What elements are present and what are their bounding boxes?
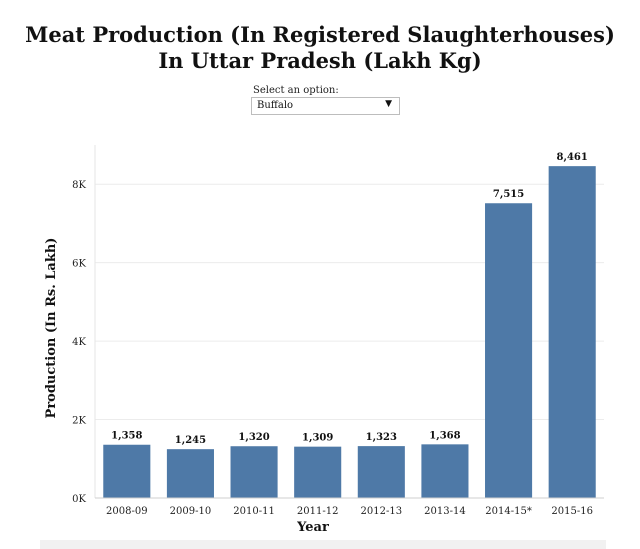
x-tick-label: 2010-11	[233, 506, 275, 517]
bars	[103, 166, 596, 498]
bar[interactable]	[548, 166, 596, 498]
bar[interactable]	[166, 449, 214, 498]
bar-value-label: 1,358	[111, 431, 142, 442]
bar-value-label: 1,368	[429, 430, 460, 441]
x-tick-label: 2015-16	[551, 506, 593, 517]
x-tick-label: 2012-13	[361, 506, 403, 517]
axes: 0K 2K 4K 6K 8K 2008-09 2009-10 2010-11 2011-12 20…	[72, 145, 604, 517]
y-tick-label: 6K	[72, 259, 86, 270]
bar-value-label: 8,461	[557, 152, 588, 163]
x-tick-label: 2011-12	[297, 506, 339, 517]
bar[interactable]	[294, 446, 342, 498]
chart-title-line1: Meat Production (In Registered Slaughter…	[25, 22, 615, 47]
chart-title-line2: In Uttar Pradesh (Lakh Kg)	[158, 48, 482, 73]
bar[interactable]	[103, 444, 151, 498]
y-tick-label: 4K	[72, 337, 86, 348]
bar[interactable]	[421, 444, 469, 498]
chevron-down-icon[interactable]: ▼	[385, 99, 392, 109]
bar[interactable]	[230, 446, 278, 498]
animal-select-dropdown[interactable]: Buffalo ▼	[251, 97, 400, 115]
y-tick-label: 8K	[72, 180, 86, 191]
bar[interactable]	[485, 203, 533, 498]
bar-value-label: 1,323	[366, 432, 397, 443]
bar[interactable]	[357, 446, 405, 498]
x-tick-label: 2013-14	[424, 506, 466, 517]
y-tick-label: 0K	[72, 494, 86, 505]
value-labels: 1,358 1,245 1,320 1,309 1,323 1,368 7,515 8,461	[111, 152, 588, 446]
filter-selected-value: Buffalo	[257, 100, 294, 111]
y-axis-title: Production (In Rs. Lakh)	[44, 238, 59, 419]
bar-value-label: 7,515	[493, 189, 524, 200]
bar-value-label: 1,245	[175, 435, 206, 446]
filter-label: Select an option:	[253, 85, 339, 96]
x-tick-label: 2009-10	[170, 506, 212, 517]
bar-value-label: 1,309	[302, 433, 333, 444]
x-axis-title: Year	[296, 520, 329, 535]
y-tick-label: 2K	[72, 416, 86, 427]
x-tick-label: 2008-09	[106, 506, 148, 517]
scrollbar-track[interactable]	[40, 540, 606, 549]
bar-value-label: 1,320	[238, 432, 269, 443]
x-tick-label: 2014-15*	[485, 506, 532, 517]
